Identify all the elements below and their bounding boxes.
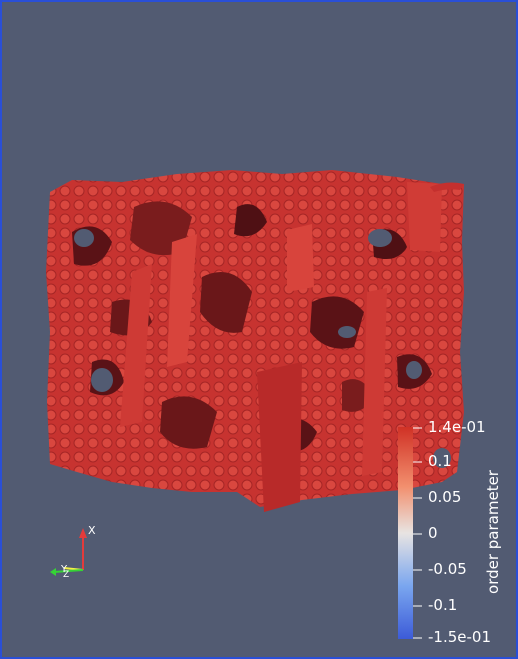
axis-z-line: [53, 569, 84, 573]
axis-z-label: Z: [63, 570, 69, 580]
color-legend-tick-label: 1.4e-01: [428, 418, 486, 436]
color-legend-title: order parameter: [484, 470, 502, 594]
axis-y-label: Y: [60, 564, 68, 575]
color-legend-bar[interactable]: [398, 427, 413, 639]
color-legend-tick-label: 0.05: [428, 488, 462, 506]
porous-surface-mesh[interactable]: [46, 170, 464, 512]
axis-z-arrow: [50, 568, 56, 576]
axes-orientation-triad: X Y Z: [50, 524, 96, 580]
color-legend-tick-label: -0.05: [428, 560, 467, 578]
axis-x-label: X: [88, 524, 96, 537]
axis-x-arrow: [79, 528, 87, 538]
color-legend-tick-label: 0: [428, 524, 438, 542]
color-legend-tick-label: -0.1: [428, 596, 458, 614]
color-legend-tick-label: 0.1: [428, 452, 452, 470]
color-legend-tick-label: -1.5e-01: [428, 628, 491, 646]
color-legend[interactable]: [398, 427, 422, 639]
